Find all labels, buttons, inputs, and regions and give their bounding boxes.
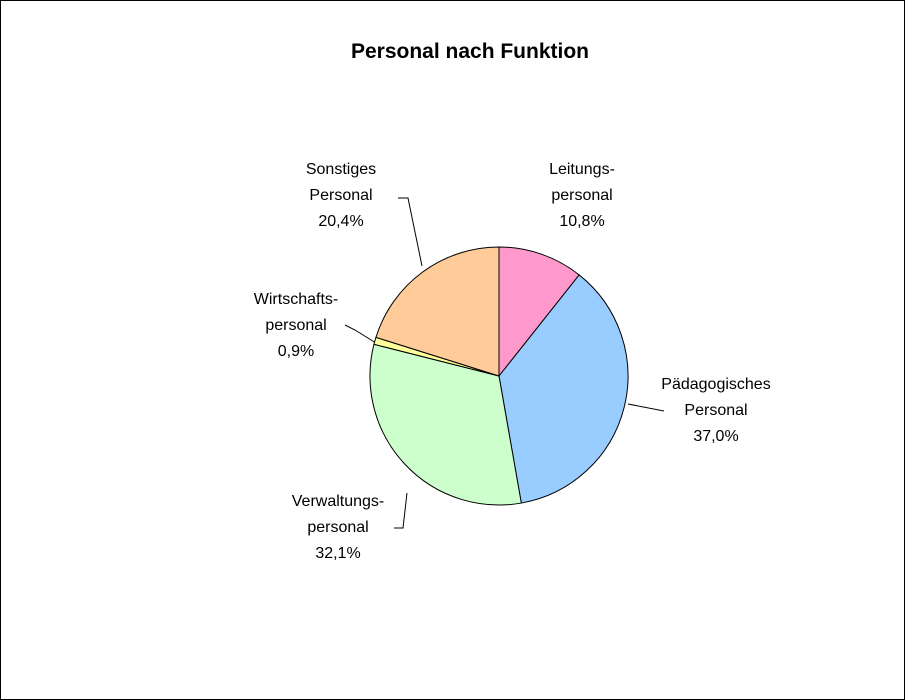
value-label: 20,4% <box>318 213 364 230</box>
pie-slice <box>369 343 522 506</box>
slice-label: Verwaltungs- personal <box>291 493 385 536</box>
slice-label: Wirtschafts- personal <box>253 291 339 334</box>
leader-line <box>627 403 665 412</box>
value-label: 32,1% <box>315 545 361 562</box>
slice-label: Pädagogisches Personal <box>661 376 771 419</box>
leader-line <box>344 324 377 344</box>
value-label: 37,0% <box>693 428 739 445</box>
pie-slice <box>498 246 580 378</box>
value-label: 0,9% <box>277 343 315 360</box>
slice-label: Leitungs- personal <box>549 161 615 204</box>
leader-line <box>394 492 408 529</box>
pie-slice <box>375 246 500 377</box>
slice-label: Sonstiges Personal <box>305 161 377 204</box>
leader-line <box>398 197 423 267</box>
chart-title: Personal nach Funktion <box>350 40 590 63</box>
pie-slice <box>498 274 629 504</box>
value-label: 10,8% <box>559 213 605 230</box>
leader-lines <box>344 197 665 529</box>
